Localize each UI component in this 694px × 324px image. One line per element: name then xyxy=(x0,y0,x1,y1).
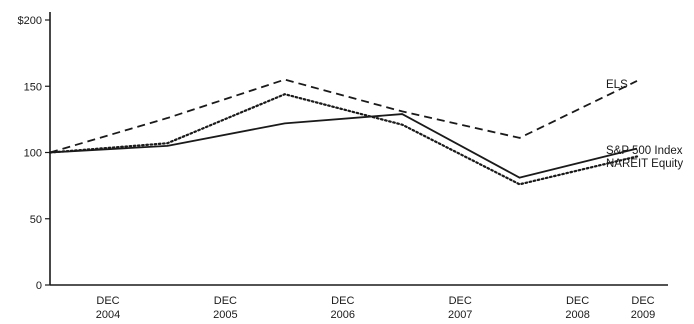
x-tick-label-month: DEC xyxy=(449,295,472,307)
x-tick-label-year: 2008 xyxy=(565,309,589,321)
series-lines xyxy=(48,78,639,186)
y-tick-label: 100 xyxy=(24,148,42,160)
series-line-nareit-equity xyxy=(48,93,639,186)
x-tick-label-month: DEC xyxy=(331,295,354,307)
x-tick-label-year: 2007 xyxy=(448,309,472,321)
series-label-els: ELS xyxy=(606,79,628,91)
series-label-s-p-500-index: S&P 500 Index xyxy=(606,145,683,157)
x-tick-label-year: 2009 xyxy=(631,309,655,321)
x-tick-label-month: DEC xyxy=(566,295,589,307)
x-tick-label-year: 2006 xyxy=(331,309,355,321)
x-tick-label-year: 2005 xyxy=(213,309,237,321)
x-tick-label-month: DEC xyxy=(631,295,654,307)
x-tick-label-year: 2004 xyxy=(96,309,120,321)
axes xyxy=(49,12,668,286)
y-tick-label: $200 xyxy=(18,15,42,27)
x-tick-label-month: DEC xyxy=(214,295,237,307)
series-line-els xyxy=(49,78,638,154)
y-tick-label: 0 xyxy=(36,280,42,292)
y-tick-label: 150 xyxy=(24,81,42,93)
series-label-nareit-equity: NAREIT Equity xyxy=(606,158,683,170)
y-axis-ticks: 0 50 100 150 $200 xyxy=(18,15,50,292)
x-axis-ticks: DEC 2004 DEC 2005 DEC 2006 DEC 2007 DEC 2008 DEC 20… xyxy=(96,295,655,321)
y-tick-label: 50 xyxy=(30,214,42,226)
x-tick-label-month: DEC xyxy=(96,295,119,307)
series-line-s-p-500-index xyxy=(49,113,638,179)
